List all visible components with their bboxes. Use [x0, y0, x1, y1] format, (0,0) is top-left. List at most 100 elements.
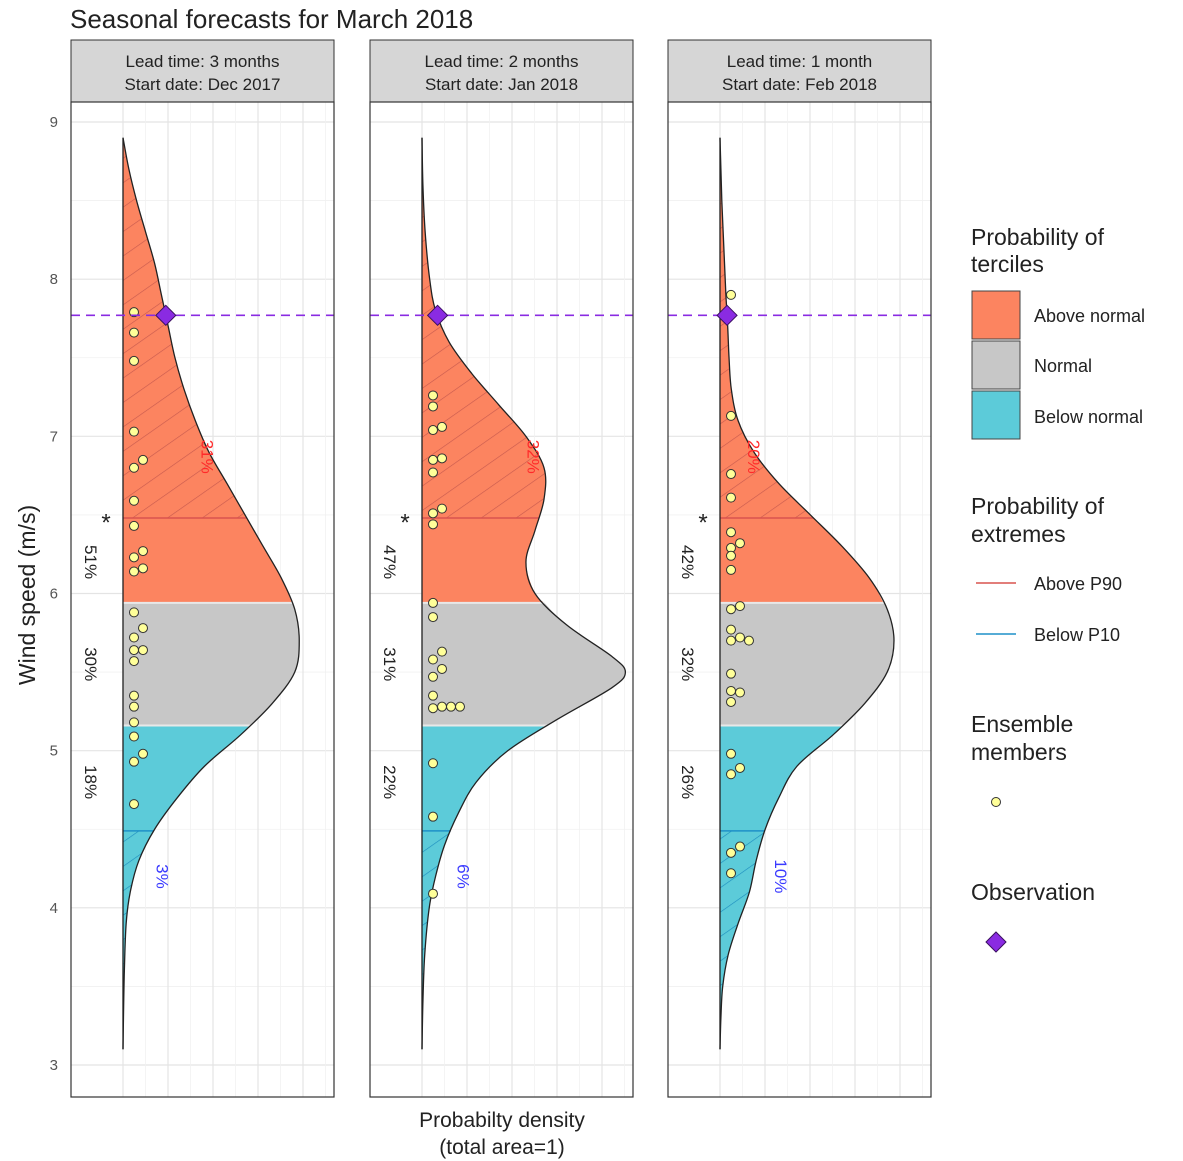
density-curve: [421, 137, 627, 1050]
ensemble-member: [428, 519, 438, 530]
ensemble-member: [735, 841, 745, 852]
normal-pct: 30%: [81, 647, 100, 681]
above-p90-pct: 31%: [197, 440, 216, 474]
ensemble-member: [726, 550, 736, 561]
ensemble-member: [129, 552, 139, 563]
ensemble-member: [437, 701, 447, 712]
ensemble-member: [735, 601, 745, 612]
chart-title: Seasonal forecasts for March 2018: [70, 4, 473, 34]
x-axis-label-line2: (total area=1): [439, 1136, 565, 1159]
legend-normal-swatch: [971, 340, 1021, 390]
y-tick-label: 9: [50, 114, 58, 131]
ensemble-member: [437, 421, 447, 432]
ensemble-member: [129, 307, 139, 318]
ensemble-member: [726, 769, 736, 780]
below-p10-pct: 6%: [454, 864, 473, 889]
ensemble-member: [428, 467, 438, 478]
y-tick-label: 4: [50, 900, 58, 917]
ensemble-member: [129, 656, 139, 667]
panel-strip-start-date: Start date: Dec 2017: [125, 75, 281, 94]
above-p90-pct: 20%: [744, 440, 763, 474]
below-normal-area: [422, 725, 548, 1050]
below-p10-pct: 10%: [771, 859, 790, 893]
above-p90-hatch: [720, 137, 814, 519]
normal-area: [422, 602, 626, 726]
ensemble-member: [744, 635, 754, 646]
above-normal-pct: 42%: [678, 545, 697, 579]
ensemble-member: [138, 454, 148, 465]
legend-above-p90-label: Above P90: [1034, 574, 1122, 594]
above-normal-pct: 47%: [380, 545, 399, 579]
ensemble-member: [129, 607, 139, 618]
ensemble-member: [437, 503, 447, 514]
ensemble-member: [129, 731, 139, 742]
legend-members-title-2: members: [971, 739, 1067, 765]
forecast-panel: Lead time: 2 months Start date: Jan 2018 4…: [369, 39, 634, 1098]
panels-layer: Lead time: 3 months Start date: Dec 2017 5…: [70, 39, 932, 1098]
ensemble-member: [129, 355, 139, 366]
y-tick-label: 3: [50, 1057, 58, 1074]
ensemble-member: [428, 597, 438, 608]
panel-border: [369, 101, 634, 1098]
ensemble-member: [437, 646, 447, 657]
ensemble-member: [129, 566, 139, 577]
ensemble-member: [437, 663, 447, 674]
ensemble-member: [129, 632, 139, 643]
legend-below-normal-label: Below normal: [1034, 407, 1143, 427]
ensemble-member: [726, 685, 736, 696]
y-tick-label: 5: [50, 743, 58, 760]
normal-area: [720, 602, 894, 726]
ensemble-member: [428, 390, 438, 401]
ensemble-member: [726, 492, 736, 503]
below-normal-pct: 26%: [678, 765, 697, 799]
legend-below-normal-swatch: [971, 390, 1021, 440]
y-tick-label: 8: [50, 271, 58, 288]
below-p10-hatch: [720, 830, 765, 1050]
ensemble-member: [428, 690, 438, 701]
ensemble-member: [726, 469, 736, 480]
ensemble-member: [437, 453, 447, 464]
legend-observation-title: Observation: [971, 879, 1095, 905]
ensemble-member: [428, 401, 438, 412]
legend-above-normal-swatch: [971, 290, 1021, 340]
legend-terciles-title-1: Probability of: [971, 224, 1105, 250]
panel-strip-start-date: Start date: Feb 2018: [722, 75, 877, 94]
ensemble-member: [428, 703, 438, 714]
ensemble-member: [726, 410, 736, 421]
legend-members-title-1: Ensemble: [971, 711, 1073, 737]
legend-extremes-title-2: extremes: [971, 521, 1066, 547]
ensemble-member: [735, 538, 745, 549]
ensemble-member: [129, 327, 139, 338]
x-axis-label-line1: Probabilty density: [419, 1109, 585, 1132]
forecast-panel: Lead time: 1 month Start date: Feb 2018 42…: [667, 39, 932, 1098]
above-p90-hatch: [123, 137, 248, 519]
y-tick-labels: 3 4 5 6 7 8 9: [50, 114, 58, 1074]
legend-below-p10-label: Below P10: [1034, 625, 1120, 645]
legend-member-marker: [991, 797, 1001, 807]
ensemble-member: [726, 624, 736, 635]
panel-strip: [70, 39, 335, 103]
ensemble-member: [129, 426, 139, 437]
ensemble-member: [428, 758, 438, 769]
legend: Probability of terciles Above normal Nor…: [971, 224, 1145, 953]
panel-border: [667, 101, 932, 1098]
ensemble-member: [726, 527, 736, 538]
ensemble-member: [129, 717, 139, 728]
ensemble-member: [129, 462, 139, 473]
ensemble-member: [138, 623, 148, 634]
ensemble-member: [129, 690, 139, 701]
legend-extremes-title-1: Probability of: [971, 493, 1105, 519]
below-normal-area: [720, 725, 843, 1050]
ensemble-member: [138, 645, 148, 656]
y-axis-label: Wind speed (m/s): [14, 505, 40, 685]
forecast-panel: Lead time: 3 months Start date: Dec 2017 5…: [70, 39, 335, 1098]
panel-strip-lead-time: Lead time: 1 month: [727, 52, 873, 71]
ensemble-member: [129, 520, 139, 531]
below-normal-pct: 22%: [380, 765, 399, 799]
panel-strip-start-date: Start date: Jan 2018: [425, 75, 578, 94]
observation-marker: [716, 304, 738, 327]
ensemble-member: [726, 668, 736, 679]
highest-tercile-star: *: [698, 510, 707, 537]
panel-border: [70, 101, 335, 1098]
